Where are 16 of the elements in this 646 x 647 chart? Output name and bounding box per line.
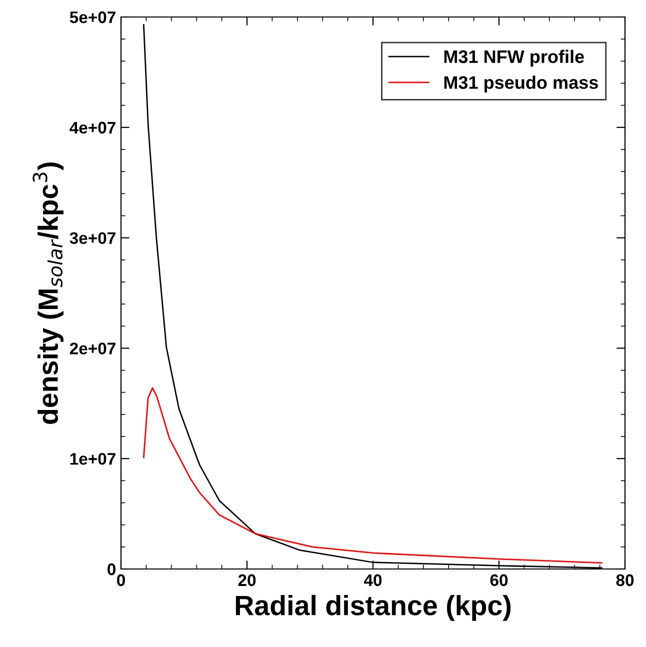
- legend-label: M31 pseudo mass: [444, 76, 598, 92]
- x-axis-title: Radial distance (kpc): [236, 594, 511, 621]
- line-series: [142, 387, 602, 564]
- y-axis-title: density (M$_{solar}$/kpc$^{3}$): [32, 162, 64, 424]
- y-tick-label: 2e+07: [70, 342, 116, 354]
- y-tick-label: 1e+07: [70, 453, 116, 465]
- y-tick-label: 0: [108, 563, 116, 576]
- x-tick-label: 20: [238, 574, 256, 586]
- x-tick-label: 60: [490, 574, 508, 586]
- x-tick-label: 40: [364, 574, 382, 586]
- y-tick-label: 3e+07: [70, 232, 116, 244]
- x-tick-label: 0: [117, 574, 125, 586]
- legend-label: M31 NFW profile: [444, 50, 584, 67]
- x-tick-label: 80: [616, 574, 634, 586]
- y-tick-label: 5e+07: [70, 11, 116, 24]
- y-tick-label: 4e+07: [70, 122, 116, 134]
